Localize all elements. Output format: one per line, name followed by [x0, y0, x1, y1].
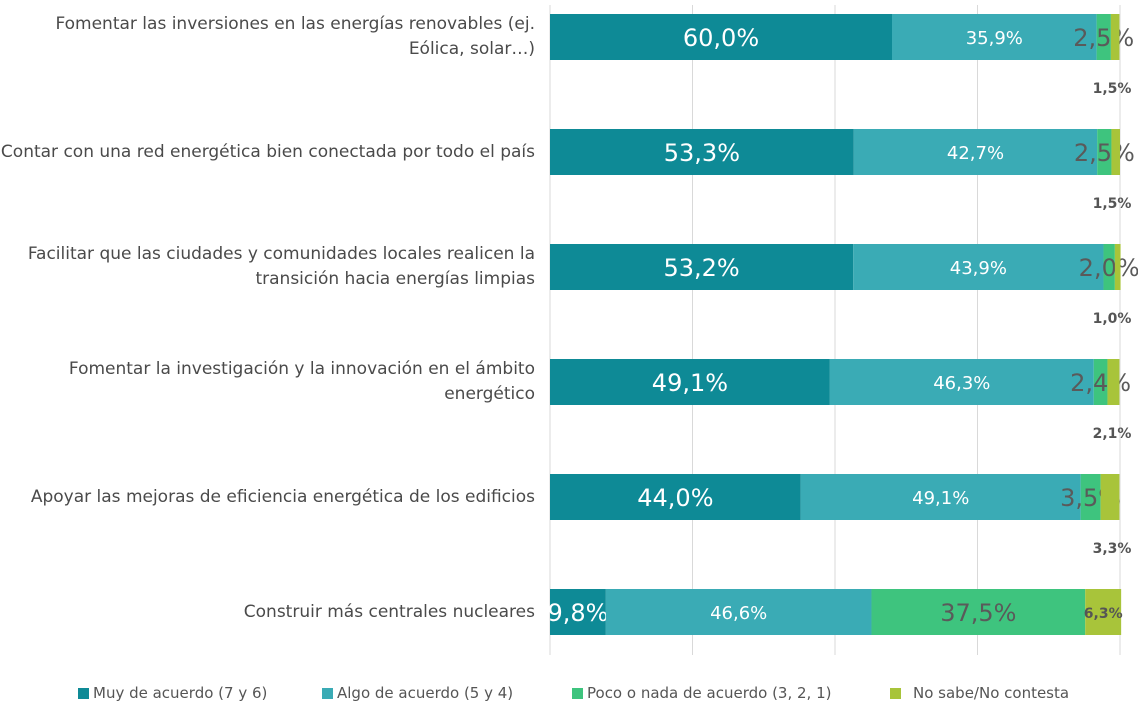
value-label: 43,9%: [950, 258, 1007, 279]
legend-swatch: [322, 687, 333, 699]
legend-swatch: [78, 687, 89, 699]
bar-segment: [550, 359, 830, 405]
bar-segment: [800, 474, 1081, 520]
bar-segment: [1097, 129, 1112, 175]
bar-segment: [550, 14, 892, 60]
bar-segment: [1085, 589, 1122, 635]
bar-segment: [1107, 359, 1120, 405]
value-label: 2,5%: [1074, 139, 1135, 167]
value-label: 49,1%: [652, 369, 728, 397]
bar-segment: [550, 129, 854, 175]
value-label: 42,7%: [947, 143, 1004, 164]
bar-segment: [605, 589, 872, 635]
bar-segment: [853, 129, 1098, 175]
legend-item: No sabe/No contesta: [890, 684, 1069, 702]
value-label: 46,3%: [933, 373, 990, 394]
bar-segment: [550, 244, 854, 290]
value-label: 2,1%: [1093, 426, 1132, 442]
bar-segment: [1114, 244, 1121, 290]
legend-item: Muy de acuerdo (7 y 6): [78, 684, 267, 702]
bar-segment: [1111, 129, 1120, 175]
legend-item: Algo de acuerdo (5 y 4): [322, 684, 513, 702]
legend-swatch: [890, 687, 901, 699]
bar-segment: [1110, 14, 1120, 60]
value-label: 1,0%: [1093, 311, 1132, 327]
legend-label: Poco o nada de acuerdo (3, 2, 1): [587, 684, 832, 702]
legend-swatch: [572, 687, 583, 699]
category-label: Fomentar la investigación y la innovació…: [68, 359, 535, 404]
value-label: 2,4%: [1070, 369, 1131, 397]
value-label: 3,3%: [1093, 541, 1132, 557]
value-label: 9,8%: [547, 599, 608, 627]
bar-segment: [1103, 244, 1115, 290]
bar-segment: [1100, 474, 1120, 520]
value-label: 6,3%: [1084, 606, 1123, 622]
legend-label: Algo de acuerdo (5 y 4): [337, 684, 514, 702]
value-label: 60,0%: [683, 24, 759, 52]
bar-segment: [871, 589, 1086, 635]
category-label: Fomentar las inversiones en las energías…: [55, 14, 535, 59]
legend-item: Poco o nada de acuerdo (3, 2, 1): [572, 684, 831, 702]
value-label: 35,9%: [966, 28, 1023, 49]
value-label: 53,2%: [663, 254, 739, 282]
value-label: 1,5%: [1093, 196, 1132, 212]
legend-label: Muy de acuerdo (7 y 6): [93, 684, 268, 702]
value-label: 37,5%: [940, 599, 1016, 627]
bar-segment: [829, 359, 1094, 405]
value-label: 49,1%: [912, 488, 969, 509]
category-label: Contar con una red energética bien conec…: [0, 141, 535, 162]
legend-label: No sabe/No contesta: [913, 684, 1070, 702]
bar-segment: [1080, 474, 1101, 520]
value-label: 2,0%: [1079, 254, 1138, 282]
category-label: Construir más centrales nucleares: [243, 601, 535, 622]
value-label: 46,6%: [710, 603, 767, 624]
bar-segment: [1096, 14, 1111, 60]
bar-segment: [550, 474, 801, 520]
value-label: 44,0%: [637, 484, 713, 512]
bar-segment: [892, 14, 1097, 60]
value-label: 1,5%: [1093, 81, 1132, 97]
value-label: 53,3%: [664, 139, 740, 167]
category-label: Apoyar las mejoras de eficiencia energét…: [30, 486, 535, 507]
bar-segment: [1093, 359, 1108, 405]
value-label: 2,5%: [1073, 24, 1134, 52]
bar-segment: [853, 244, 1104, 290]
bar-segment: [550, 589, 606, 635]
category-label: Facilitar que las ciudades y comunidades…: [27, 244, 535, 289]
